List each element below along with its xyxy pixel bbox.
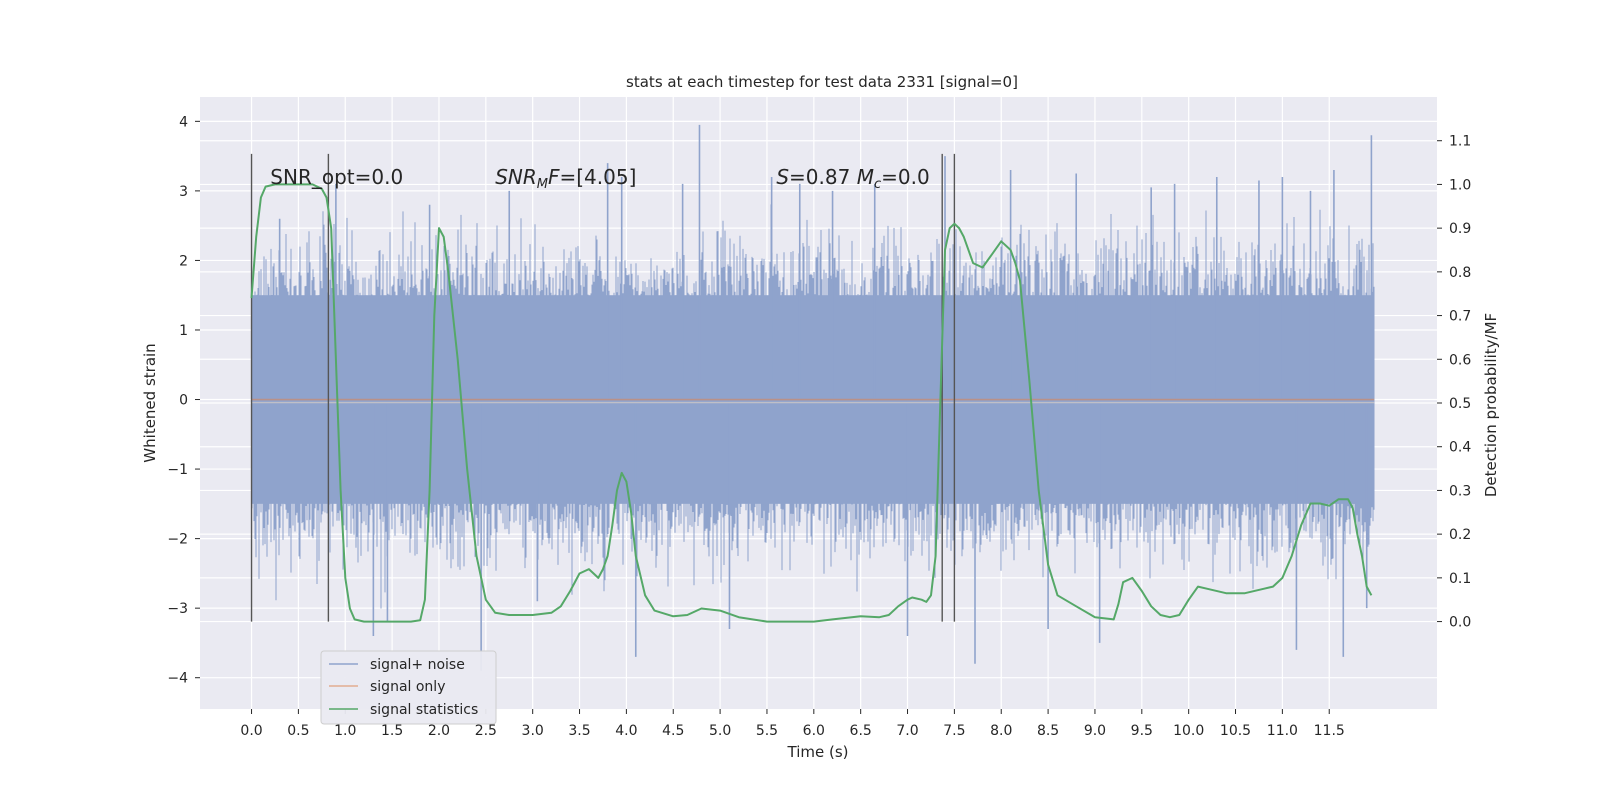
y-left-tick-label-0: 4	[179, 114, 188, 130]
x-tick-labels: 0.0 0.5 1.0 1.5 2.0 2.5 3.0 3.5 4.0 4.5 5.0 5.5 6.0 6…	[240, 709, 1345, 739]
y-right-tick-label-10: 0.1	[1449, 571, 1471, 587]
y-right-tick-label-0: 1.1	[1449, 134, 1471, 150]
x-tick-label-23: 11.5	[1314, 723, 1345, 739]
legend: signal+ noise signal only signal statist…	[320, 650, 497, 725]
x-tick-label-20: 10.0	[1173, 723, 1204, 739]
x-tick-label-10: 5.0	[709, 723, 731, 739]
x-tick-label-18: 9.0	[1084, 723, 1106, 739]
y-right-tick-label-11: 0.0	[1449, 615, 1471, 631]
x-tick-label-11: 5.5	[756, 723, 778, 739]
y-right-tick-label-9: 0.2	[1449, 527, 1471, 543]
y-right-tick-label-4: 0.7	[1449, 309, 1471, 325]
x-tick-label-3: 1.5	[381, 723, 403, 739]
annotation-snr-mf: SNRMF=[4.05]	[495, 165, 636, 192]
x-tick-label-6: 3.0	[522, 723, 544, 739]
x-tick-label-16: 8.0	[990, 723, 1012, 739]
legend-label-statistics: signal statistics	[370, 702, 478, 718]
x-tick-label-0: 0.0	[240, 723, 262, 739]
x-tick-label-1: 0.5	[287, 723, 309, 739]
y-tick-labels-left: 4 3 2 1 0 −1 −2 −3 −4	[167, 114, 200, 687]
legend-label-noise: signal+ noise	[370, 657, 465, 673]
x-tick-label-8: 4.0	[615, 723, 637, 739]
x-tick-label-15: 7.5	[943, 723, 965, 739]
y-right-tick-label-7: 0.4	[1449, 440, 1471, 456]
y-right-tick-label-2: 0.9	[1449, 221, 1471, 237]
y-right-tick-label-6: 0.5	[1449, 396, 1471, 412]
y-right-tick-label-3: 0.8	[1449, 265, 1471, 281]
x-tick-label-2: 1.0	[334, 723, 356, 739]
legend-label-signal-only: signal only	[370, 679, 445, 695]
x-tick-label-14: 7.0	[896, 723, 918, 739]
y-right-tick-label-5: 0.6	[1449, 352, 1471, 368]
x-tick-label-22: 11.0	[1267, 723, 1298, 739]
y-left-tick-label-6: −2	[167, 532, 188, 548]
x-tick-label-17: 8.5	[1037, 723, 1059, 739]
y-left-tick-label-1: 3	[179, 184, 188, 200]
x-axis-label: Time (s)	[787, 743, 849, 761]
y-tick-labels-right: 1.1 1.0 0.9 0.8 0.7 0.6 0.5 0.4 0.3 0.2 0.1 0.0	[1437, 134, 1471, 631]
y-right-tick-label-8: 0.3	[1449, 483, 1471, 499]
y-left-tick-label-4: 0	[179, 393, 188, 409]
x-tick-label-12: 6.0	[803, 723, 825, 739]
y-right-tick-label-1: 1.0	[1449, 177, 1471, 193]
y-left-tick-label-2: 2	[179, 253, 188, 269]
x-tick-label-4: 2.0	[428, 723, 450, 739]
x-tick-label-21: 10.5	[1220, 723, 1251, 739]
annotation-snr-opt: SNR_opt=0.0	[270, 165, 403, 189]
y-axis-label-left: Whitened strain	[141, 343, 159, 462]
x-tick-label-13: 6.5	[850, 723, 872, 739]
y-left-tick-label-8: −4	[167, 671, 188, 687]
x-tick-label-7: 3.5	[568, 723, 590, 739]
y-left-tick-label-7: −3	[167, 601, 188, 617]
series-signal-statistics	[250, 183, 1373, 623]
chart-title: stats at each timestep for test data 233…	[626, 73, 1018, 91]
series-signal-only	[251, 398, 1375, 404]
marker-lines	[250, 153, 956, 622]
annotations: SNR_opt=0.0 SNRMF=[4.05] S=0.87 Mc=0.0	[270, 165, 929, 192]
y-left-tick-label-5: −1	[167, 462, 188, 478]
x-tick-label-5: 2.5	[475, 723, 497, 739]
legend-box	[320, 650, 497, 725]
signal-statistics-line	[250, 183, 1373, 623]
annotation-s-mc: S=0.87 Mc=0.0	[776, 165, 929, 192]
x-tick-label-9: 4.5	[662, 723, 684, 739]
y-left-tick-label-3: 1	[179, 323, 188, 339]
x-tick-label-19: 9.5	[1131, 723, 1153, 739]
y-axis-label-right: Detection probability/MF	[1482, 313, 1500, 497]
